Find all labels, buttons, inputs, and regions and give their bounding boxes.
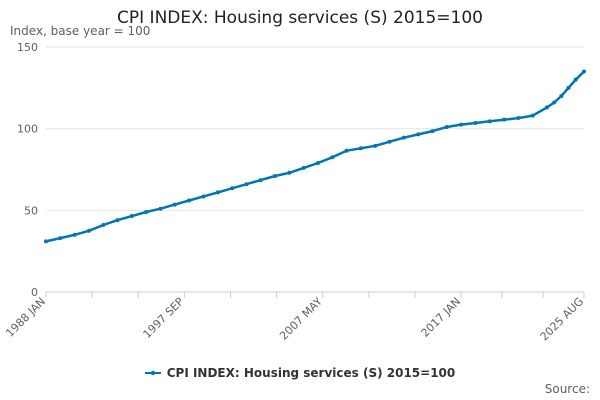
gridlines	[46, 46, 584, 211]
data-point[interactable]	[158, 206, 163, 211]
x-tick-label: 2017 JAN	[418, 295, 463, 340]
data-point[interactable]	[86, 228, 91, 233]
data-point[interactable]	[459, 122, 464, 127]
data-point[interactable]	[230, 186, 235, 191]
data-point[interactable]	[416, 132, 421, 137]
data-point[interactable]	[582, 69, 586, 74]
x-tick-label: 1997 SEP	[140, 295, 186, 341]
data-point[interactable]	[72, 232, 77, 237]
data-point[interactable]	[44, 239, 48, 244]
data-point[interactable]	[566, 85, 571, 90]
legend[interactable]: CPI INDEX: Housing services (S) 2015=100	[0, 366, 600, 380]
data-point[interactable]	[315, 160, 320, 165]
x-axis	[45, 291, 585, 298]
data-point[interactable]	[430, 129, 435, 134]
data-point[interactable]	[58, 236, 63, 241]
data-point[interactable]	[373, 143, 378, 148]
y-tick-label: 50	[24, 204, 38, 217]
series-line[interactable]	[45, 70, 585, 243]
data-point[interactable]	[444, 125, 449, 130]
data-point[interactable]	[573, 77, 578, 82]
data-point[interactable]	[244, 182, 249, 187]
data-point[interactable]	[115, 218, 120, 223]
data-point[interactable]	[273, 174, 278, 179]
y-tick-label: 150	[17, 41, 38, 54]
data-point[interactable]	[187, 198, 192, 203]
data-point[interactable]	[401, 135, 406, 140]
legend-line-marker-icon	[144, 370, 161, 376]
series-layer[interactable]	[44, 69, 586, 244]
data-point[interactable]	[358, 146, 363, 151]
data-point[interactable]	[487, 119, 492, 124]
data-point[interactable]	[552, 100, 557, 105]
x-tick-label: 2007 MAY	[277, 295, 325, 343]
x-tick-labels: 1988 JAN 1997 SEP 2007 MAY 2017 JAN 2025 AUG	[3, 295, 586, 344]
data-point[interactable]	[330, 155, 335, 160]
data-point[interactable]	[344, 148, 349, 153]
data-point[interactable]	[530, 113, 535, 118]
legend-label: CPI INDEX: Housing services (S) 2015=100	[166, 366, 456, 380]
data-point[interactable]	[144, 209, 149, 214]
y-tick-label: 100	[17, 123, 38, 136]
data-point[interactable]	[258, 178, 263, 183]
data-point[interactable]	[287, 170, 292, 175]
data-point[interactable]	[516, 116, 521, 121]
chart-title: CPI INDEX: Housing services (S) 2015=100	[117, 8, 483, 28]
data-point[interactable]	[473, 120, 478, 125]
y-axis: 0 50 100 150	[17, 41, 38, 299]
source-label[interactable]: Source:	[544, 382, 590, 396]
x-tick-label: 1988 JAN	[3, 295, 48, 340]
data-point[interactable]	[387, 139, 392, 144]
data-point[interactable]	[545, 105, 550, 110]
data-point[interactable]	[215, 190, 220, 195]
data-point[interactable]	[301, 165, 306, 170]
y-axis-label: Index, base year = 100	[10, 24, 151, 38]
data-point[interactable]	[129, 214, 134, 219]
x-tick-label: 2025 AUG	[538, 295, 587, 344]
data-point[interactable]	[201, 194, 206, 199]
data-point[interactable]	[502, 117, 507, 122]
y-tick-label: 0	[31, 286, 38, 299]
data-point[interactable]	[172, 202, 177, 207]
data-point[interactable]	[559, 94, 564, 98]
data-point[interactable]	[101, 223, 106, 228]
